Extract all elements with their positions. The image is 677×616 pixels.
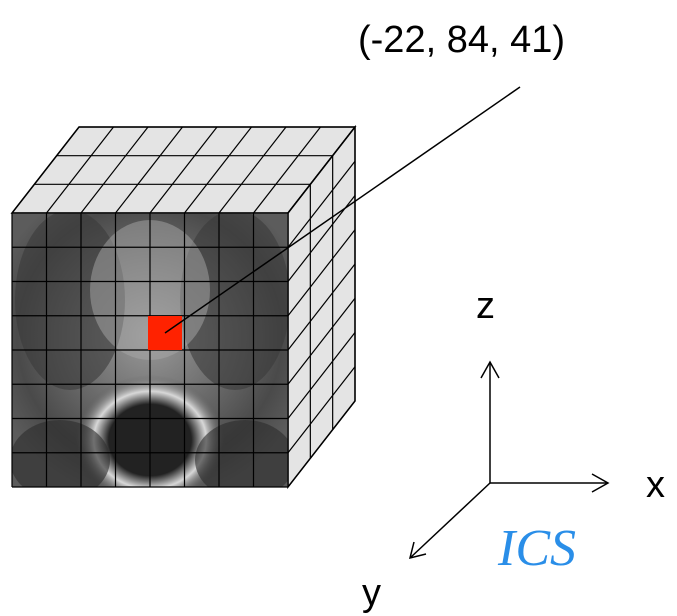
mri-slice bbox=[10, 210, 295, 505]
coordinate-label: (-22, 84, 41) bbox=[358, 19, 565, 61]
y-axis bbox=[410, 483, 490, 558]
x-label: x bbox=[646, 464, 665, 506]
page: {"coordinate_label": "(-22, 84, 41)", "a… bbox=[0, 0, 677, 616]
z-label: z bbox=[476, 285, 495, 327]
system-label: ICS bbox=[497, 520, 576, 577]
voxel-cube bbox=[10, 127, 355, 505]
y-label: y bbox=[362, 572, 381, 614]
diagram: (-22, 84, 41) z x y ICS bbox=[0, 0, 677, 616]
